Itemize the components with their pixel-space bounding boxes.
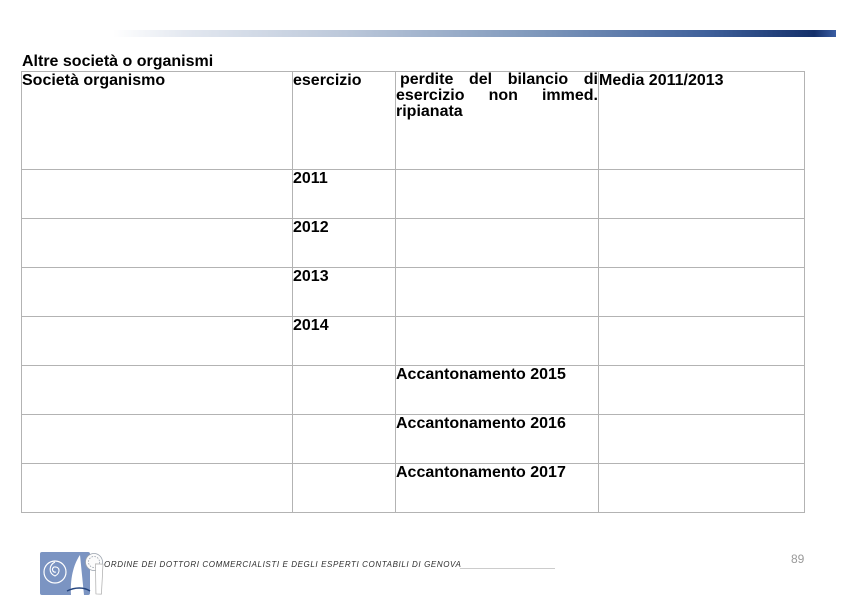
- decorative-gradient-bar: [113, 30, 836, 37]
- table-cell-accantonamento: Accantonamento 2016: [395, 414, 599, 464]
- logo-flag-icon: [95, 563, 104, 595]
- table-cell: [21, 316, 293, 366]
- table-row: Accantonamento 2016: [21, 414, 805, 464]
- table-cell: [598, 414, 805, 464]
- table-cell: [21, 267, 293, 317]
- column-header-societa-organismo: Società organismo: [21, 71, 293, 170]
- column-header-esercizio: esercizio: [292, 71, 396, 170]
- page-number: 89: [791, 552, 805, 566]
- table-cell: [395, 316, 599, 366]
- logo-blue-square: [40, 552, 91, 595]
- table-cell: [21, 414, 293, 464]
- table-cell-year: 2014: [292, 316, 396, 366]
- table-cell: [598, 463, 805, 513]
- column-header-media: Media 2011/2013: [598, 71, 805, 170]
- table-cell: [395, 218, 599, 268]
- table-cell-year: 2013: [292, 267, 396, 317]
- table-cell: [21, 169, 293, 219]
- table-cell: [21, 365, 293, 415]
- lanterna-genova-logo-icon: [40, 552, 104, 595]
- table-cell: [395, 169, 599, 219]
- table-row: 2011: [21, 169, 805, 219]
- table-row: 2013: [21, 267, 805, 317]
- table-cell: [292, 365, 396, 415]
- table-cell-year: 2011: [292, 169, 396, 219]
- table-row: Accantonamento 2015: [21, 365, 805, 415]
- page-title: Altre società o organismi: [22, 53, 214, 70]
- table-row: Accantonamento 2017: [21, 463, 805, 513]
- table-cell-year: 2012: [292, 218, 396, 268]
- table-cell: [598, 316, 805, 366]
- table-row: 2012: [21, 218, 805, 268]
- table-row: 2014: [21, 316, 805, 366]
- table-cell: [292, 463, 396, 513]
- table-cell: [395, 267, 599, 317]
- table-cell: [21, 218, 293, 268]
- table-cell-accantonamento: Accantonamento 2017: [395, 463, 599, 513]
- table-cell: [598, 365, 805, 415]
- table-cell-accantonamento: Accantonamento 2015: [395, 365, 599, 415]
- data-table: Società organismo esercizio perdite del …: [21, 71, 805, 513]
- table-header-row: Società organismo esercizio perdite del …: [21, 71, 805, 170]
- table-cell: [21, 463, 293, 513]
- footer-rule: [460, 568, 555, 569]
- column-header-perdite: perdite del bilancio di esercizio non im…: [395, 71, 599, 170]
- footer-organization-text: ORDINE DEI DOTTORI COMMERCIALISTI E DEGL…: [104, 560, 462, 569]
- table-cell: [598, 267, 805, 317]
- table-cell: [598, 169, 805, 219]
- table-cell: [598, 218, 805, 268]
- table-cell: [292, 414, 396, 464]
